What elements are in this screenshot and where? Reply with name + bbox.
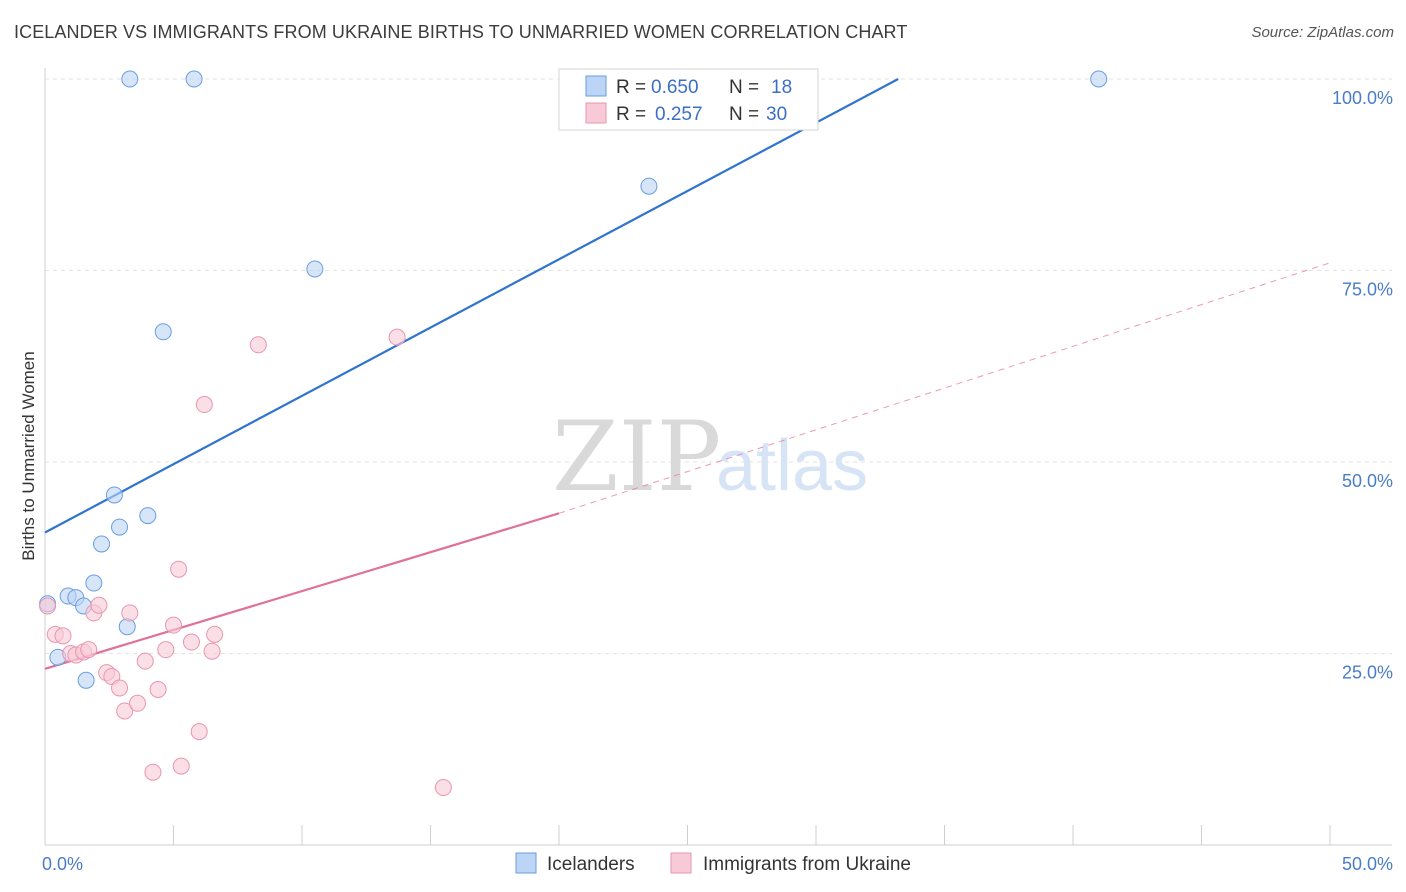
y-tick-label-2: 75.0% xyxy=(1342,280,1393,300)
point-series-0-8 xyxy=(105,486,123,504)
point-series-1-27 xyxy=(249,336,267,354)
y-tick-label-1: 50.0% xyxy=(1342,471,1393,491)
watermark-zip: ZIP xyxy=(552,401,721,513)
y-tick-label-0: 25.0% xyxy=(1342,663,1393,683)
point-series-0-17 xyxy=(1090,70,1108,88)
point-series-0-14 xyxy=(185,70,203,88)
point-series-1-15 xyxy=(136,652,154,670)
source-credit: Source: ZipAtlas.com xyxy=(1251,24,1394,41)
point-series-1-24 xyxy=(195,396,213,414)
point-series-0-7 xyxy=(93,535,111,553)
series-legend-swatch-icelanders xyxy=(515,852,537,874)
legend-swatch-icelanders xyxy=(585,75,607,97)
point-series-0-6 xyxy=(85,574,103,592)
x-tick-label-max: 50.0% xyxy=(1342,854,1393,874)
point-series-0-10 xyxy=(118,618,136,636)
point-series-0-5 xyxy=(77,671,95,689)
point-series-1-23 xyxy=(190,723,208,741)
legend-r-value-2: 0.257 xyxy=(655,104,703,125)
x-tick-labels: 0.0% 50.0% xyxy=(42,854,1393,874)
series-legend-label-ukraine: Immigrants from Ukraine xyxy=(703,854,911,875)
trendline-series-1 xyxy=(44,512,560,670)
series-legend-swatch-ukraine xyxy=(670,852,692,874)
y-tick-labels: 25.0% 50.0% 75.0% 100.0% xyxy=(1332,88,1393,683)
legend-n-value-2: 30 xyxy=(766,104,787,125)
trendline-extension-series-1 xyxy=(558,262,1331,514)
point-series-1-18 xyxy=(157,641,175,659)
point-series-1-14 xyxy=(129,694,147,712)
point-series-1-0 xyxy=(39,597,57,615)
point-series-0-11 xyxy=(139,507,157,525)
point-series-1-6 xyxy=(80,641,98,659)
point-series-1-16 xyxy=(144,763,162,781)
point-series-1-20 xyxy=(170,560,188,578)
point-series-1-21 xyxy=(172,757,190,775)
point-series-1-26 xyxy=(206,625,224,643)
point-series-0-15 xyxy=(306,260,324,278)
legend-r-value-1: 0.650 xyxy=(651,77,699,98)
point-series-1-19 xyxy=(165,616,182,634)
y-tick-label-3: 100.0% xyxy=(1332,88,1393,108)
legend-swatch-ukraine xyxy=(585,102,607,124)
y-axis-label: Births to Unmarried Women xyxy=(19,351,38,560)
series-legend: Icelanders Immigrants from Ukraine xyxy=(515,852,911,875)
grid-lines xyxy=(45,78,1392,654)
point-series-0-12 xyxy=(154,323,172,341)
legend-r-label-1: R = xyxy=(616,77,646,98)
point-series-1-13 xyxy=(121,604,139,622)
point-series-1-28 xyxy=(388,328,406,346)
point-series-1-2 xyxy=(54,627,72,645)
point-series-1-17 xyxy=(149,681,167,699)
legend-r-label-2: R = xyxy=(616,104,646,125)
point-series-1-8 xyxy=(90,596,108,614)
watermark: ZIP atlas xyxy=(552,401,868,513)
trendlines xyxy=(44,78,1331,670)
legend-n-label-1: N = xyxy=(729,77,759,98)
data-points xyxy=(39,70,1108,797)
point-series-0-9 xyxy=(111,518,129,536)
legend-n-value-1: 18 xyxy=(771,77,792,98)
point-series-0-16 xyxy=(640,177,658,195)
point-series-1-25 xyxy=(203,642,221,660)
watermark-atlas: atlas xyxy=(716,426,868,506)
correlation-legend: R = 0.650 N = 18 R = 0.257 N = 30 xyxy=(558,68,819,131)
trendline-series-0 xyxy=(44,78,899,534)
chart-title: ICELANDER VS IMMIGRANTS FROM UKRAINE BIR… xyxy=(14,22,908,42)
point-series-1-29 xyxy=(434,779,452,797)
point-series-1-11 xyxy=(111,679,129,697)
legend-n-label-2: N = xyxy=(729,104,759,125)
point-series-1-12 xyxy=(116,702,134,720)
point-series-0-13 xyxy=(121,70,139,88)
axes xyxy=(44,68,1392,846)
x-tick-label-min: 0.0% xyxy=(42,854,83,874)
series-legend-label-icelanders: Icelanders xyxy=(547,854,635,875)
point-series-1-22 xyxy=(182,633,200,651)
